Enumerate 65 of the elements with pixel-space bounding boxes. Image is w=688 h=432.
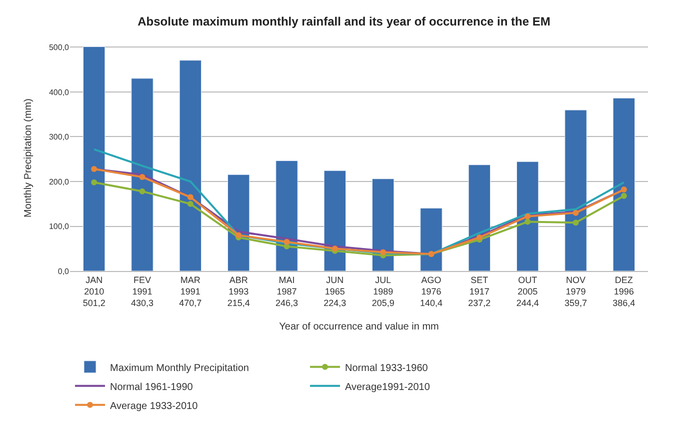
x-tick-label: SET 1917 xyxy=(469,274,490,296)
bar xyxy=(324,170,346,271)
point xyxy=(187,194,194,200)
bar xyxy=(83,46,106,271)
bar xyxy=(612,98,635,271)
x-tick-label: MAR 1991 xyxy=(180,274,201,296)
point xyxy=(572,220,579,226)
x-tick-label: JUN 1965 xyxy=(324,274,345,296)
y-tick-label: 500,0 xyxy=(48,43,70,52)
data-label: 237,2 xyxy=(468,298,491,308)
data-label: 501,2 xyxy=(82,298,106,308)
point xyxy=(476,234,482,240)
legend-label: Average 1933-2010 xyxy=(110,400,198,412)
y-tick-label: 200,0 xyxy=(48,177,70,186)
y-axis-title: Monthly Precipitation (mm) xyxy=(22,98,34,218)
data-label: 140,4 xyxy=(420,298,443,308)
x-tick-label: MAI 1987 xyxy=(276,274,297,296)
legend-label: Normal 1961-1990 xyxy=(110,382,194,393)
data-label: 430,3 xyxy=(130,298,154,308)
data-label: 386,4 xyxy=(612,298,636,308)
x-tick-label: OUT 2005 xyxy=(518,274,538,296)
bar xyxy=(131,78,154,271)
bar xyxy=(276,160,298,271)
x-tick-label: JUL 1989 xyxy=(373,274,394,296)
data-label: 244,4 xyxy=(516,298,539,308)
point xyxy=(524,218,531,225)
point xyxy=(91,166,98,172)
x-tick-label: AGO 1976 xyxy=(421,274,442,296)
point xyxy=(620,192,627,199)
bar xyxy=(468,164,490,271)
point xyxy=(620,186,627,193)
x-tick-label: NOV 1979 xyxy=(566,274,586,296)
data-label: 359,7 xyxy=(564,298,588,308)
bar xyxy=(228,174,250,271)
point xyxy=(572,210,579,216)
bar xyxy=(179,60,202,271)
x-tick-label: FEV 1991 xyxy=(132,274,152,296)
point xyxy=(187,200,194,207)
x-axis-title: Year of occurrence and value in mm xyxy=(279,322,439,333)
bar xyxy=(372,178,394,271)
x-tick-label: JAN 2010 xyxy=(84,274,104,296)
legend-label: Normal 1933-1960 xyxy=(345,362,428,374)
data-label: 246,3 xyxy=(275,298,298,308)
legend-label: Maximum Monthly Precipitation xyxy=(110,362,249,374)
bar xyxy=(516,161,539,271)
point xyxy=(284,238,290,245)
x-tick-label: DEZ 1996 xyxy=(614,274,634,296)
x-tick-label: ABR 1993 xyxy=(228,274,249,296)
point xyxy=(139,174,146,180)
data-label: 224,3 xyxy=(324,298,346,308)
bar xyxy=(564,110,587,271)
legend-label: Average1991-2010 xyxy=(345,382,430,393)
y-tick-label: 100,0 xyxy=(48,222,70,232)
point xyxy=(380,249,386,256)
bar xyxy=(420,208,442,271)
y-tick-label: 400,0 xyxy=(48,88,70,97)
point xyxy=(139,188,146,194)
chart-title: Absolute maximum monthly rainfall and its year of occurrence in the EM xyxy=(138,14,550,29)
data-label: 470,7 xyxy=(179,298,202,308)
data-label: 215,4 xyxy=(227,298,250,308)
data-label: 205,9 xyxy=(372,298,394,308)
y-tick-label: 300,0 xyxy=(48,132,70,142)
point xyxy=(524,213,531,220)
y-tick-label: 0,0 xyxy=(58,266,70,276)
point xyxy=(91,179,98,186)
